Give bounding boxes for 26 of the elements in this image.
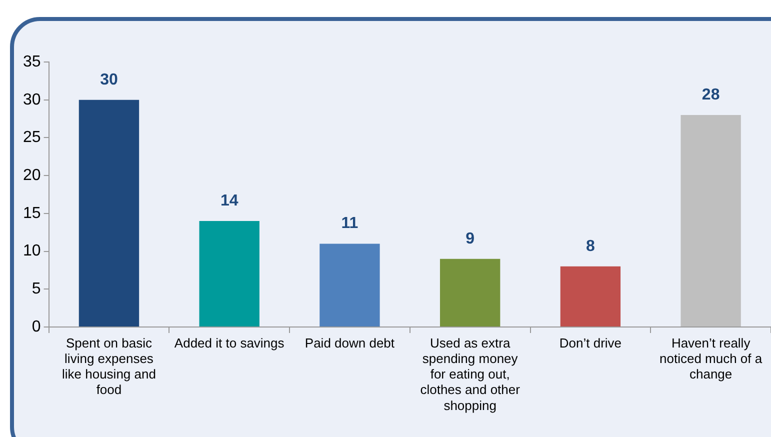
x-tick-label: Added it to savings <box>174 335 285 350</box>
y-tick-label: 5 <box>32 280 41 298</box>
y-tick-label: 30 <box>23 91 41 108</box>
data-label: 14 <box>220 192 238 210</box>
x-tick-label: Don’t drive <box>559 335 622 350</box>
bar <box>440 258 500 326</box>
y-tick-label: 15 <box>23 204 41 222</box>
bar <box>199 221 260 326</box>
y-tick-label: 20 <box>23 166 41 184</box>
data-label: 9 <box>466 230 475 248</box>
data-label: 11 <box>341 215 358 232</box>
y-tick-label: 35 <box>23 53 41 70</box>
data-label: 30 <box>100 71 118 88</box>
data-label: 8 <box>586 238 595 255</box>
x-tick-label: Haven’t really noticed much of a change <box>660 335 763 382</box>
y-tick-label: 25 <box>23 129 41 146</box>
x-tick-label: Spent on basic living expenses like housing and food <box>62 335 156 398</box>
bar <box>560 266 621 326</box>
x-tick-label: Used as extra spending money for eating out, clothes and other shopping <box>420 335 521 413</box>
y-tick-label: 0 <box>32 318 41 336</box>
x-tick-label: Paid down debt <box>304 335 395 350</box>
bar <box>320 244 380 326</box>
bar <box>78 100 140 326</box>
y-tick-label: 10 <box>23 242 41 260</box>
data-label: 28 <box>702 86 720 104</box>
bar <box>680 115 741 326</box>
